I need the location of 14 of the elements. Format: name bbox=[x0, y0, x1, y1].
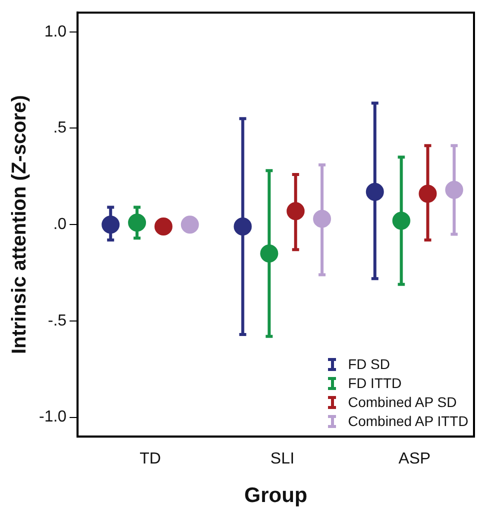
y-tick-label: 1.0 bbox=[44, 23, 67, 40]
y-tick-label: -.5 bbox=[48, 312, 67, 330]
legend-label: Combined AP SD bbox=[348, 392, 457, 412]
y-axis-title: Intrinsic attention (Z-score) bbox=[8, 95, 31, 354]
x-axis-title: Group bbox=[244, 484, 308, 508]
legend-label: FD SD bbox=[348, 354, 390, 374]
legend-label: FD ITTD bbox=[348, 374, 402, 393]
x-tick-label: SLI bbox=[270, 450, 294, 468]
x-tick-label: TD bbox=[140, 450, 161, 468]
y-tick-label: .5 bbox=[53, 120, 67, 137]
legend-label: Combined AP ITTD bbox=[348, 412, 468, 431]
y-tick-label: .0 bbox=[53, 216, 67, 234]
x-tick-label: ASP bbox=[398, 450, 431, 468]
y-tick-label: -1.0 bbox=[38, 408, 67, 426]
